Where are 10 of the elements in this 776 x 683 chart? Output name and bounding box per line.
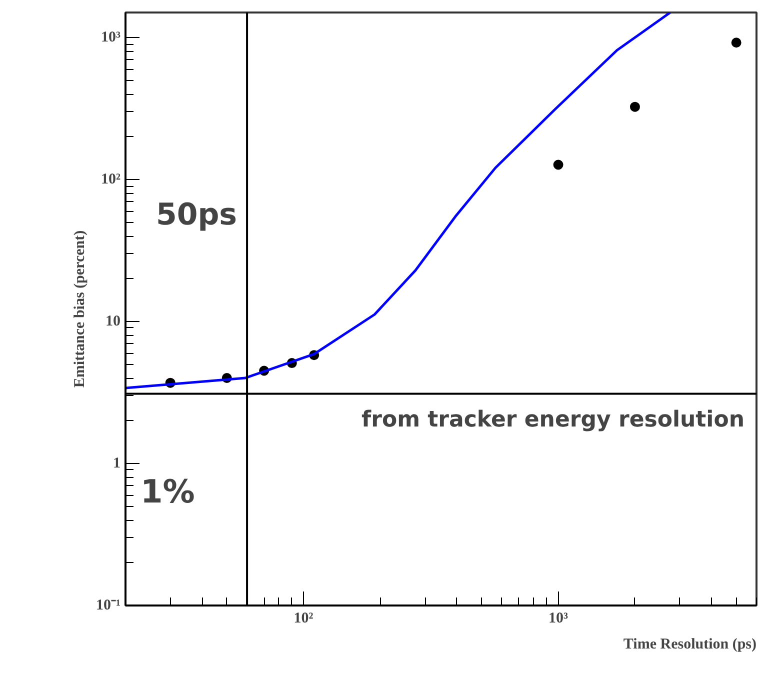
y-tick-label: 10³ [101,30,122,46]
ref-line-label: 50ps [156,198,238,232]
y-tick-label: 10 [106,314,120,330]
y-tick-label: 1 [113,456,120,472]
ref-line-label: from tracker energy resolution [362,408,745,433]
annotation: 1% [140,472,195,510]
y-axis-title: Emittance bias (percent) [72,230,88,388]
y-tick-label: 10⁻¹ [96,598,121,614]
x-axis-title: Time Resolution (ps) [623,636,757,652]
y-tick-label: 10² [101,172,122,188]
